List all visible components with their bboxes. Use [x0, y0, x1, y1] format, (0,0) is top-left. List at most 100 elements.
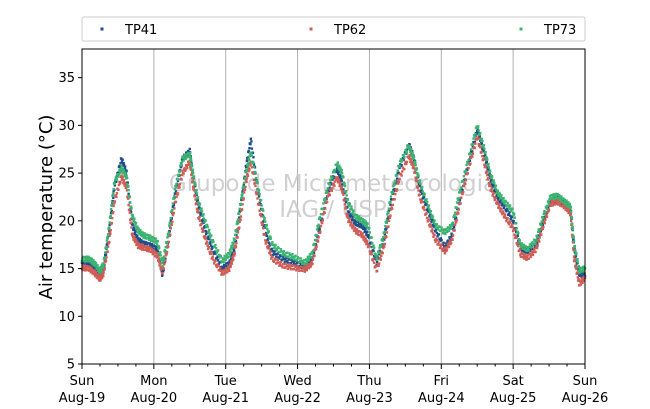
point-TP62-923	[541, 227, 545, 231]
point-TP73-511	[322, 202, 325, 205]
point-TP41-847	[499, 198, 503, 201]
point-TP73-263	[191, 170, 194, 173]
point-TP62-153	[141, 243, 144, 247]
point-TP41-890	[523, 250, 526, 254]
point-TP73-222	[173, 194, 176, 198]
point-TP62-525	[331, 187, 334, 190]
point-TP62-534	[336, 176, 340, 180]
point-TP41-849	[500, 204, 504, 207]
point-TP73-795	[474, 132, 477, 136]
point-TP62-440	[275, 261, 279, 264]
point-TP73-871	[513, 216, 516, 219]
point-TP62-1015	[580, 279, 584, 283]
vertical-grid	[153, 49, 514, 364]
point-TP62-754	[449, 241, 453, 245]
point-TP62-463	[293, 264, 296, 267]
point-TP73-398	[252, 165, 256, 169]
point-TP41-134	[134, 230, 137, 233]
point-TP73-974	[566, 201, 570, 204]
point-TP41-814	[484, 153, 487, 157]
point-TP62-149	[140, 243, 143, 246]
point-TP73-63	[105, 245, 108, 248]
point-TP73-1	[81, 256, 84, 260]
point-TP73-356	[235, 222, 238, 226]
point-TP73-219	[171, 202, 175, 205]
point-TP73-62	[104, 247, 108, 250]
point-TP62-460	[291, 264, 294, 267]
point-TP62-723	[431, 232, 435, 235]
point-TP73-225	[174, 186, 178, 189]
point-TP62-175	[152, 249, 156, 252]
point-TP62-20	[90, 267, 93, 270]
point-TP62-379	[244, 179, 248, 182]
point-TP73-336	[228, 255, 231, 258]
point-TP41-570	[351, 215, 355, 219]
point-TP62-643	[389, 214, 392, 217]
point-TP73-968	[564, 203, 567, 206]
point-TP73-717	[428, 211, 432, 215]
point-TP73-734	[438, 225, 441, 229]
point-TP73-640	[387, 207, 391, 210]
point-TP73-1010	[578, 268, 582, 271]
point-TP41-790	[471, 150, 474, 153]
point-TP62-527	[332, 183, 335, 186]
point-TP62-591	[362, 238, 365, 241]
point-TP62-784	[467, 166, 470, 170]
point-TP62-405	[256, 197, 259, 200]
point-TP73-449	[282, 249, 286, 253]
point-TP62-704	[420, 200, 424, 204]
point-TP73-564	[348, 203, 352, 206]
point-TP41-175	[152, 244, 156, 247]
point-TP73-517	[325, 190, 329, 194]
point-TP62-319	[218, 266, 222, 270]
point-TP73-723	[431, 216, 435, 219]
point-TP41-574	[353, 219, 357, 222]
point-TP62-777	[462, 184, 466, 187]
point-TP73-860	[507, 204, 510, 207]
point-TP73-546	[340, 172, 344, 175]
point-TP62-830	[491, 190, 494, 193]
point-TP62-279	[196, 211, 200, 214]
point-TP41-311	[213, 250, 216, 253]
point-TP62-400	[253, 181, 257, 185]
point-TP41-131	[133, 228, 136, 232]
point-TP62-734	[438, 243, 441, 246]
point-TP41-855	[503, 204, 507, 207]
point-TP62-1012	[579, 283, 583, 286]
point-TP73-384	[246, 165, 250, 168]
point-TP62-776	[462, 190, 465, 194]
point-TP41-301	[207, 237, 211, 241]
point-TP73-153	[141, 231, 144, 234]
point-TP62-612	[372, 261, 376, 264]
point-TP73-416	[261, 209, 265, 212]
point-TP62-946	[553, 203, 556, 206]
point-TP62-580	[356, 233, 360, 236]
point-TP62-696	[416, 185, 420, 188]
point-TP73-985	[570, 216, 574, 220]
point-TP73-114	[126, 183, 129, 186]
point-TP41-171	[150, 242, 153, 246]
legend-label-TP41: TP41	[124, 23, 157, 38]
point-TP73-257	[189, 158, 193, 161]
watermark-line-2: IAG / USP	[279, 197, 387, 223]
point-TP62-486	[308, 262, 312, 266]
point-TP62-701	[419, 198, 422, 201]
point-TP62-468	[297, 267, 300, 270]
point-TP73-100	[121, 170, 124, 173]
point-TP41-168	[149, 243, 152, 247]
point-TP62-31	[94, 271, 98, 274]
point-TP73-422	[265, 225, 268, 228]
point-TP73-195	[160, 261, 164, 265]
point-TP73-327	[223, 254, 226, 258]
point-TP62-225	[174, 200, 178, 204]
point-TP41-14	[87, 263, 91, 267]
point-TP73-431	[269, 237, 273, 240]
point-TP62-876	[516, 243, 519, 246]
y-tick-label-20: 20	[58, 214, 75, 229]
point-TP73-504	[317, 217, 321, 221]
point-TP62-877	[516, 241, 519, 245]
point-TP73-135	[134, 221, 138, 225]
point-TP62-420	[264, 239, 267, 242]
point-TP73-354	[234, 230, 238, 233]
point-TP62-85	[113, 200, 117, 203]
